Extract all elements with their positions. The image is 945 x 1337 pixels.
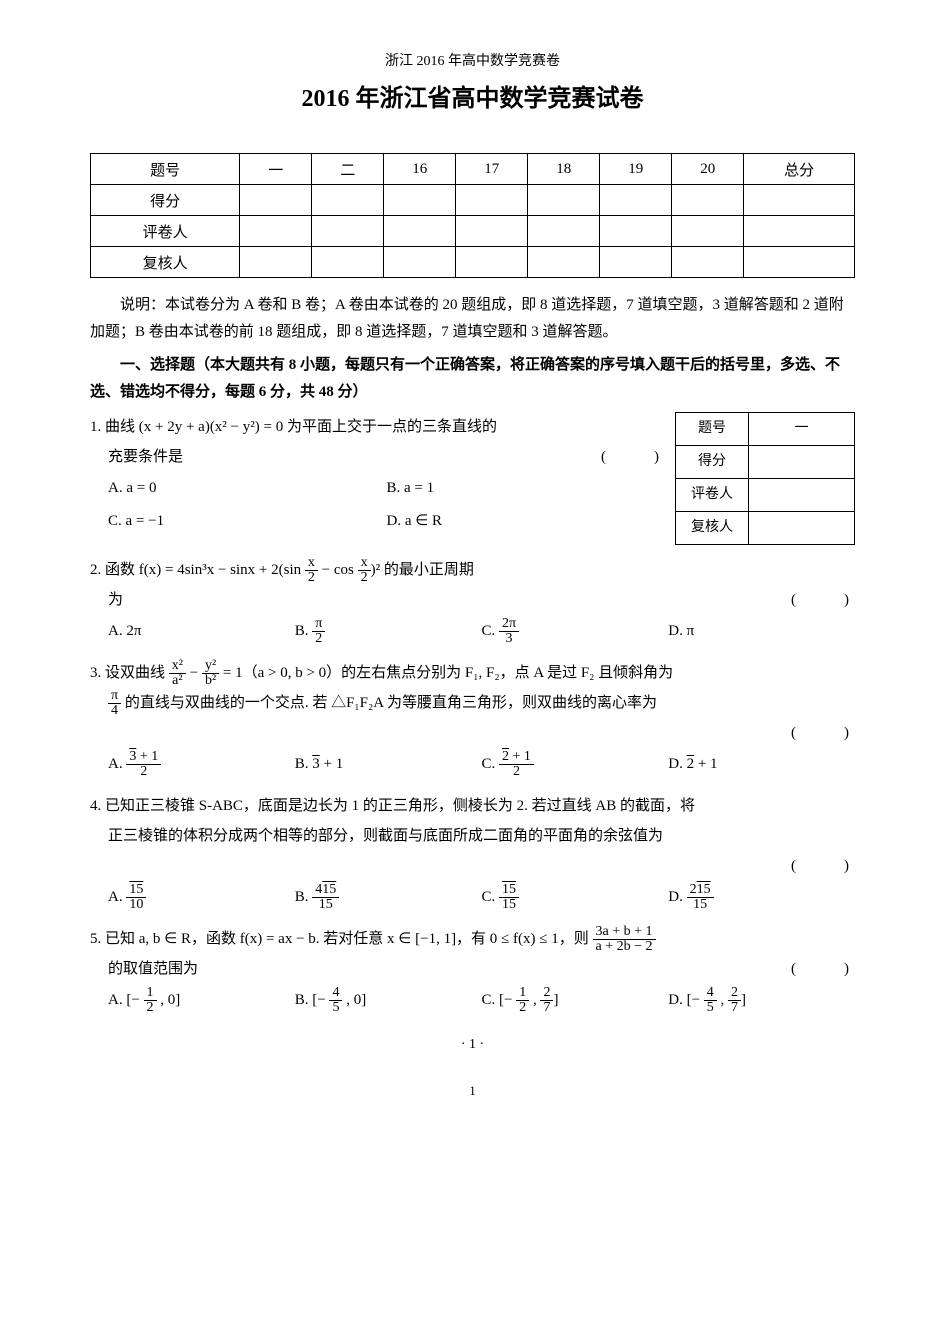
instructions-text: 说明：本试卷分为 A 卷和 B 卷；A 卷由本试卷的 20 题组成，即 8 道选… [90, 292, 855, 346]
answer-paren: ( ) [791, 851, 855, 881]
q2-stem: 2. 函数 f(x) = 4sin³x − sinx + 2(sin x2 − … [90, 555, 855, 585]
side-label: 评卷人 [676, 479, 749, 512]
score-row-label: 评卷人 [91, 216, 240, 247]
score-header-cell: 19 [600, 154, 672, 185]
q5-stem-line1: 5. 已知 a, b ∈ R，函数 f(x) = ax − b. 若对任意 x … [90, 924, 855, 954]
q3-stem-line2: π4 的直线与双曲线的一个交点. 若 △F₁F₂A 为等腰直角三角形，则双曲线的… [90, 688, 855, 718]
q3-option-d: D. 2 + 1 [668, 748, 855, 781]
score-header-cell: 一 [240, 154, 312, 185]
q5-stem-line2: 的取值范围为 ( ) [90, 954, 855, 984]
section-1-title: 一、选择题（本大题共有 8 小题，每题只有一个正确答案，将正确答案的序号填入题干… [90, 352, 855, 406]
score-header-row: 题号 一 二 16 17 18 19 20 总分 [91, 154, 855, 185]
side-label: 得分 [676, 446, 749, 479]
question-5: 5. 已知 a, b ∈ R，函数 f(x) = ax − b. 若对任意 x … [90, 924, 855, 1017]
q2-option-a: A. 2π [108, 615, 295, 648]
score-row: 复核人 [91, 247, 855, 278]
score-row-label: 得分 [91, 185, 240, 216]
score-table: 题号 一 二 16 17 18 19 20 总分 得分 评卷人 复核人 [90, 153, 855, 278]
q5-option-b: B. [− 45 , 0] [295, 984, 482, 1017]
q2-line2: 为 ( ) [90, 585, 855, 615]
question-4: 4. 已知正三棱锥 S-ABC，底面是边长为 1 的正三角形，侧棱长为 2. 若… [90, 791, 855, 914]
score-header-cell: 二 [312, 154, 384, 185]
q5-option-d: D. [− 45 , 27] [668, 984, 855, 1017]
score-row: 得分 [91, 185, 855, 216]
q1-option-d: D. a ∈ R [387, 505, 666, 538]
answer-paren: ( ) [601, 442, 665, 472]
q1-option-a: A. a = 0 [108, 472, 387, 505]
score-header-cell: 题号 [91, 154, 240, 185]
side-val: 一 [749, 413, 855, 446]
q4-stem-line1: 4. 已知正三棱锥 S-ABC，底面是边长为 1 的正三角形，侧棱长为 2. 若… [90, 791, 855, 821]
q1-stem-line2: 充要条件是 ( ) [90, 442, 665, 472]
q3-stem-line1: 3. 设双曲线 x²a² − y²b² = 1（a > 0, b > 0）的左右… [90, 658, 855, 688]
q1-stem-line1: 1. 曲线 (x + 2y + a)(x² − y²) = 0 为平面上交于一点… [90, 412, 665, 442]
footer-number: 1 [90, 1083, 855, 1099]
q1-option-c: C. a = −1 [108, 505, 387, 538]
page-title: 2016 年浙江省高中数学竞赛试卷 [90, 78, 855, 113]
answer-paren: ( ) [791, 718, 855, 748]
q4-stem-line2: 正三棱锥的体积分成两个相等的部分，则截面与底面所成二面角的平面角的余弦值为 [90, 821, 855, 851]
q3-option-c: C. 2 + 12 [482, 748, 669, 781]
q3-option-a: A. 3 + 12 [108, 748, 295, 781]
score-row-label: 复核人 [91, 247, 240, 278]
q2-option-b: B. π2 [295, 615, 482, 648]
q3-option-b: B. 3 + 1 [295, 748, 482, 781]
question-3: 3. 设双曲线 x²a² − y²b² = 1（a > 0, b > 0）的左右… [90, 658, 855, 781]
answer-paren: ( ) [791, 954, 855, 984]
q4-option-b: B. 41515 [295, 881, 482, 914]
score-header-cell: 总分 [744, 154, 855, 185]
section-score-table: 题号一 得分 评卷人 复核人 [675, 412, 855, 545]
q4-option-d: D. 21515 [668, 881, 855, 914]
q2-option-c: C. 2π3 [482, 615, 669, 648]
q4-option-a: A. 1510 [108, 881, 295, 914]
question-1: 1. 曲线 (x + 2y + a)(x² − y²) = 0 为平面上交于一点… [90, 412, 855, 545]
q4-option-c: C. 1515 [482, 881, 669, 914]
answer-paren: ( ) [791, 585, 855, 615]
score-header-cell: 16 [384, 154, 456, 185]
q1-option-b: B. a = 1 [387, 472, 666, 505]
side-label: 题号 [676, 413, 749, 446]
score-header-cell: 20 [672, 154, 744, 185]
page-number-dot: · 1 · [90, 1037, 855, 1053]
side-label: 复核人 [676, 512, 749, 545]
score-header-cell: 17 [456, 154, 528, 185]
q2-option-d: D. π [668, 615, 855, 648]
q5-option-c: C. [− 12 , 27] [482, 984, 669, 1017]
question-2: 2. 函数 f(x) = 4sin³x − sinx + 2(sin x2 − … [90, 555, 855, 648]
score-header-cell: 18 [528, 154, 600, 185]
q5-option-a: A. [− 12 , 0] [108, 984, 295, 1017]
score-row: 评卷人 [91, 216, 855, 247]
header-subtitle: 浙江 2016 年高中数学竞赛卷 [90, 50, 855, 70]
